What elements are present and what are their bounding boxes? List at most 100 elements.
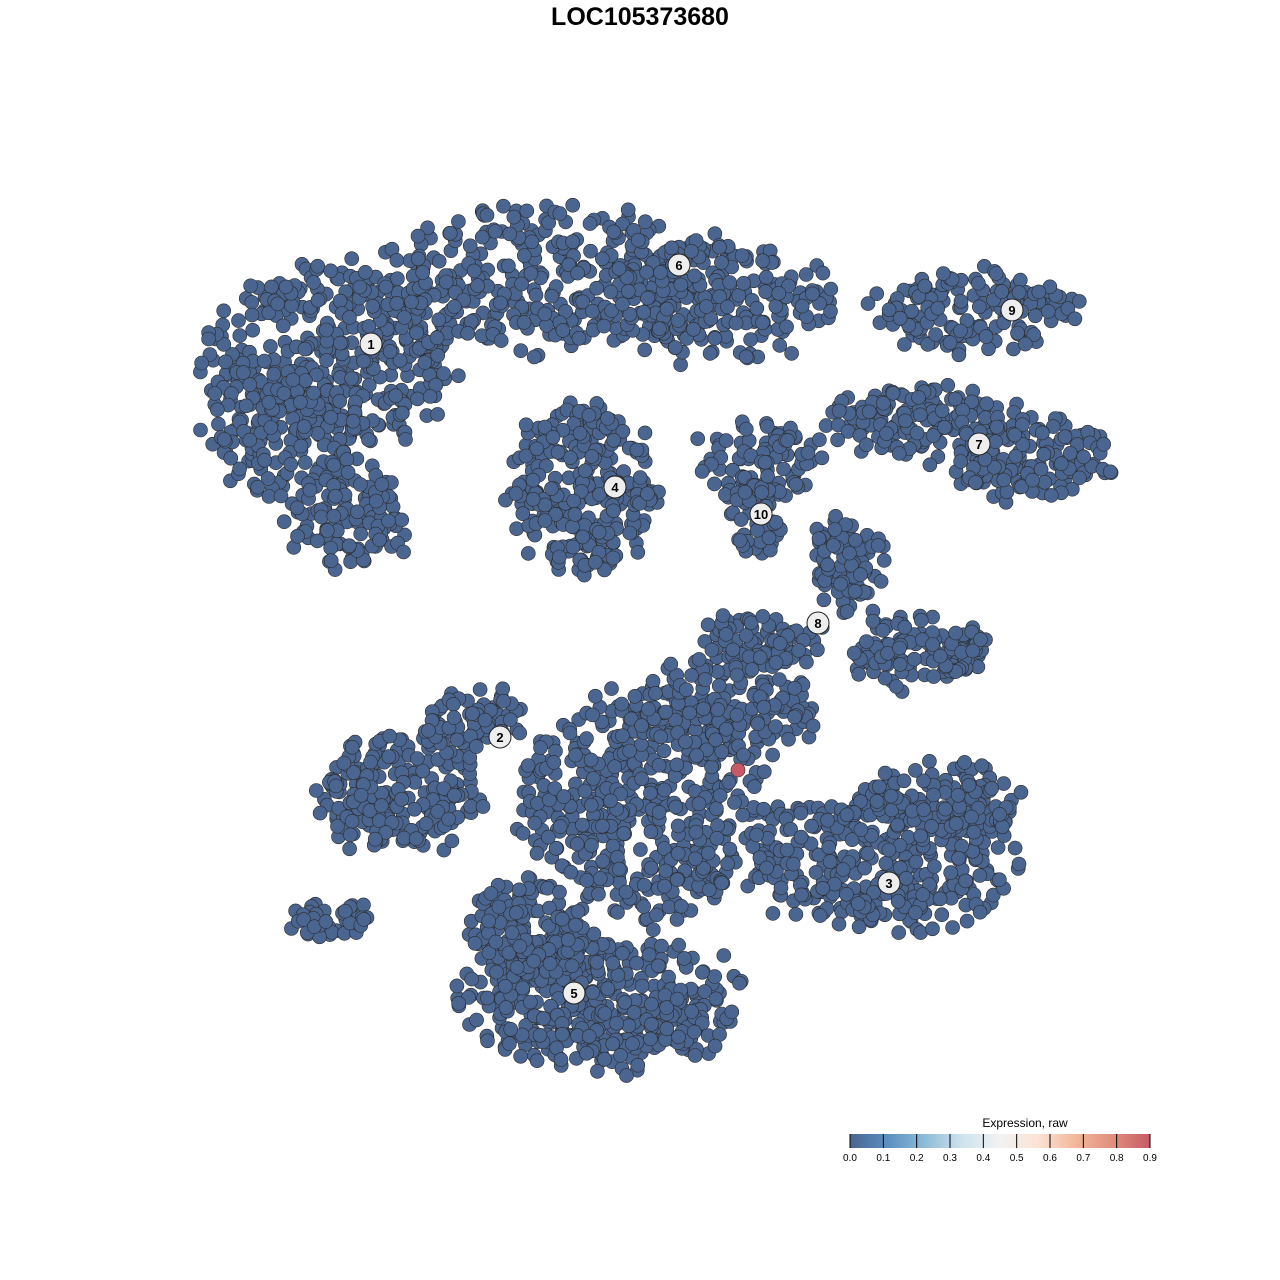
data-point — [283, 456, 299, 472]
data-point — [934, 403, 950, 419]
data-point — [708, 991, 724, 1007]
data-point — [585, 985, 601, 1000]
data-point — [951, 850, 966, 866]
data-point — [669, 757, 685, 773]
data-point — [467, 935, 483, 951]
data-point — [502, 226, 518, 242]
data-point — [600, 981, 616, 996]
data-point — [861, 404, 877, 420]
data-point — [603, 793, 618, 809]
data-point — [651, 804, 667, 820]
data-point — [372, 532, 387, 548]
data-point — [606, 503, 621, 519]
data-point — [661, 969, 676, 985]
data-point — [263, 339, 278, 354]
data-point — [568, 917, 583, 933]
data-point — [591, 524, 607, 540]
cluster-label-8: 8 — [806, 611, 830, 635]
data-point — [1096, 436, 1111, 452]
data-point — [469, 1012, 484, 1028]
data-point — [441, 811, 456, 827]
data-point — [847, 583, 863, 599]
data-point — [1067, 311, 1083, 327]
data-point — [634, 978, 650, 994]
data-point — [310, 426, 326, 441]
data-point — [475, 799, 491, 814]
data-point — [811, 531, 827, 547]
data-point — [848, 532, 863, 548]
data-point — [648, 685, 663, 701]
data-point — [497, 978, 513, 994]
cluster-label-text: 6 — [675, 258, 682, 273]
data-point — [722, 275, 738, 290]
data-point — [937, 419, 952, 435]
data-point — [853, 567, 868, 582]
data-point — [529, 441, 545, 457]
data-point — [591, 886, 606, 902]
data-point — [501, 258, 516, 274]
data-point — [1037, 474, 1052, 490]
data-point — [992, 806, 1007, 822]
data-point — [700, 845, 716, 861]
cluster-label-4: 4 — [603, 475, 627, 499]
data-point — [746, 779, 762, 795]
data-point — [563, 864, 579, 880]
data-point — [839, 886, 854, 902]
data-point — [926, 787, 941, 803]
data-point — [480, 1033, 495, 1049]
data-point — [595, 853, 610, 869]
data-point — [708, 732, 723, 748]
data-point — [835, 862, 851, 877]
data-point — [592, 871, 608, 886]
data-point — [250, 479, 266, 495]
data-point — [361, 319, 377, 334]
data-point — [875, 622, 891, 638]
data-point — [892, 640, 907, 656]
data-point — [545, 429, 561, 445]
data-point — [344, 251, 360, 267]
data-point — [785, 856, 801, 872]
data-point — [587, 688, 603, 704]
data-point — [684, 1004, 699, 1019]
data-point — [704, 759, 719, 775]
data-point — [532, 1028, 548, 1043]
data-point — [606, 224, 621, 240]
data-point — [506, 209, 522, 225]
data-point — [732, 975, 747, 991]
data-point — [489, 964, 504, 980]
data-point — [799, 654, 814, 670]
data-point — [935, 266, 951, 281]
data-point — [630, 1057, 646, 1073]
cluster-label-text: 9 — [1008, 303, 1015, 318]
data-point — [700, 617, 716, 633]
data-point — [615, 296, 630, 312]
data-point — [857, 860, 873, 876]
data-point — [749, 827, 764, 843]
data-point — [264, 279, 279, 295]
data-point — [555, 323, 571, 338]
data-point — [537, 513, 553, 528]
data-point — [394, 405, 410, 421]
data-point — [947, 391, 963, 407]
data-point — [442, 225, 458, 241]
data-point — [579, 873, 595, 888]
data-point — [687, 1048, 703, 1063]
data-point — [1076, 449, 1091, 465]
data-point — [511, 882, 527, 898]
data-point — [930, 300, 946, 316]
data-point — [780, 433, 795, 448]
data-point — [449, 978, 465, 994]
data-point — [823, 281, 839, 297]
data-point — [261, 305, 277, 321]
data-point — [266, 366, 282, 382]
data-point — [924, 818, 939, 834]
data-point — [1025, 472, 1040, 488]
data-point — [465, 706, 480, 721]
data-point — [278, 279, 294, 295]
data-point — [438, 274, 454, 290]
data-point — [564, 958, 580, 974]
data-point — [938, 801, 953, 817]
data-point — [533, 740, 548, 755]
data-point — [522, 994, 538, 1010]
data-point — [853, 822, 869, 837]
